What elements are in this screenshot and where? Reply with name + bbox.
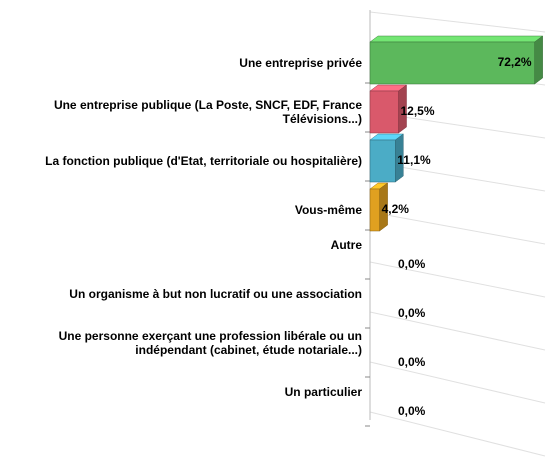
bar-top bbox=[369, 35, 544, 43]
floor-line bbox=[369, 311, 546, 351]
value-label: 0,0% bbox=[398, 355, 426, 369]
bar bbox=[369, 139, 396, 183]
bar bbox=[369, 90, 399, 134]
floor-line bbox=[369, 11, 546, 33]
value-label: 11,1% bbox=[397, 153, 431, 167]
category-label: Une entreprise privée bbox=[239, 56, 362, 70]
value-label: 12,5% bbox=[401, 104, 435, 118]
category-label: Autre bbox=[330, 238, 362, 252]
floor-line bbox=[369, 261, 546, 298]
value-label: 0,0% bbox=[398, 306, 426, 320]
category-label: Une entreprise publique (La Poste, SNCF,… bbox=[53, 98, 362, 126]
category-label: Un organisme à but non lucratif ou une a… bbox=[69, 287, 362, 301]
floor-line bbox=[369, 361, 546, 404]
value-label: 72,2% bbox=[498, 55, 532, 69]
category-label: La fonction publique (d'Etat, territoria… bbox=[45, 154, 362, 168]
bar bbox=[369, 41, 535, 85]
category-label: Une personne exerçant une profession lib… bbox=[58, 329, 362, 357]
value-label: 4,2% bbox=[382, 202, 410, 216]
category-label: Vous-même bbox=[294, 203, 362, 217]
value-label: 0,0% bbox=[398, 404, 426, 418]
category-label: Un particulier bbox=[284, 385, 362, 399]
floor-line bbox=[369, 411, 546, 457]
value-label: 0,0% bbox=[398, 257, 426, 271]
floor-line bbox=[369, 211, 546, 245]
bar-side bbox=[534, 35, 543, 85]
bar bbox=[369, 188, 380, 232]
